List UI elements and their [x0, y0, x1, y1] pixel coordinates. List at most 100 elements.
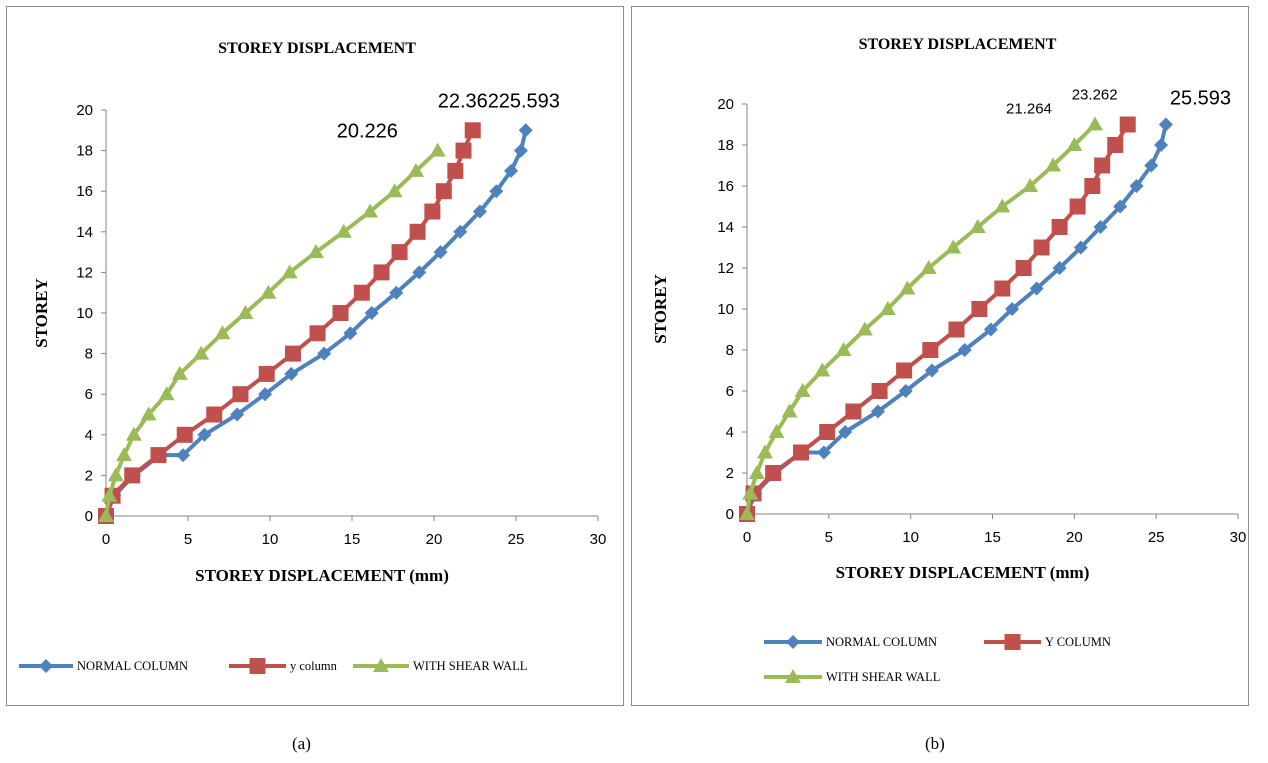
series-triangle	[98, 142, 446, 522]
data-point	[281, 264, 298, 279]
data-point	[879, 301, 896, 315]
y-tick-label: 8	[85, 346, 93, 363]
data-point	[433, 245, 448, 260]
data-point	[472, 204, 487, 219]
data-point	[124, 467, 141, 484]
data-point	[739, 506, 755, 520]
data-point	[412, 265, 427, 280]
data-point	[453, 224, 468, 239]
data-point	[447, 162, 464, 179]
y-tick-label: 2	[85, 467, 93, 484]
x-tick-label: 10	[902, 529, 919, 546]
data-point	[768, 424, 785, 438]
x-axis-label: STOREY DISPLACEMENT (mm)	[195, 566, 449, 585]
data-point	[957, 343, 972, 357]
legend-label: y column	[290, 659, 338, 673]
data-point	[1045, 157, 1062, 172]
x-tick-label: 0	[743, 529, 751, 546]
data-point	[150, 447, 167, 464]
data-point	[1129, 179, 1144, 193]
data-point	[835, 342, 852, 356]
y-tick-label: 8	[726, 342, 734, 359]
data-point	[107, 467, 124, 482]
data-point	[176, 426, 193, 443]
x-tick-label: 5	[825, 529, 833, 546]
data-point	[870, 404, 885, 419]
data-point	[924, 363, 939, 378]
data-point	[1158, 117, 1173, 132]
y-tick-label: 12	[717, 260, 734, 277]
series-line	[104, 129, 528, 517]
data-point	[856, 321, 873, 336]
data-point	[504, 163, 519, 178]
y-axis-label: STOREY	[651, 274, 670, 344]
data-point	[1119, 116, 1136, 133]
data-point	[969, 219, 986, 233]
x-tick-label: 25	[1148, 529, 1165, 546]
data-point	[920, 260, 937, 274]
legend-swatch-marker	[786, 635, 800, 649]
legend-label: WITH SHEAR WALL	[413, 659, 527, 673]
data-point	[948, 321, 965, 338]
data-label: 23.262	[1072, 87, 1118, 104]
x-tick-label: 20	[426, 531, 443, 548]
data-point	[455, 142, 472, 159]
data-point	[1144, 158, 1159, 173]
data-point	[1094, 157, 1111, 174]
y-tick-label: 0	[726, 506, 734, 523]
y-tick-label: 18	[76, 143, 93, 160]
legend-item: WITH SHEAR WALL	[353, 658, 527, 673]
y-tick-label: 20	[76, 102, 93, 119]
series-triangle	[739, 116, 1104, 520]
chart-b-svg: STOREY DISPLACEMENT 0 2 4 6 8 10 12 14 16 18 20 0 5 10…	[651, 36, 1247, 684]
data-point	[317, 346, 332, 361]
data-point	[284, 345, 301, 362]
y-tick-label: 16	[717, 178, 734, 195]
y-tick-label: 14	[76, 224, 93, 241]
y-tick-label: 14	[717, 219, 734, 236]
chart-title: STOREY DISPLACEMENT	[218, 40, 416, 57]
y-axis-label: STOREY	[32, 278, 51, 348]
data-point	[193, 345, 210, 360]
y-tick-label: 0	[85, 508, 93, 525]
legend-item: NORMAL COLUMN	[19, 659, 188, 673]
data-point	[971, 301, 988, 317]
y-tick-label: 18	[717, 137, 734, 154]
y-tick-label: 2	[726, 465, 734, 482]
data-point	[518, 123, 533, 138]
data-point	[386, 183, 403, 198]
data-point	[1084, 178, 1101, 194]
y-tick-label: 6	[726, 383, 734, 400]
legend-label: NORMAL COLUMN	[77, 659, 188, 673]
x-tick-label: 30	[1230, 529, 1247, 546]
data-point	[513, 143, 528, 158]
caption-a: (a)	[292, 734, 311, 753]
x-tick-label: 30	[590, 531, 607, 548]
data-point	[781, 403, 798, 418]
chart-title: STOREY DISPLACEMENT	[859, 36, 1057, 53]
data-point	[230, 407, 245, 422]
chart-panel-a: STOREY DISPLACEMENT 0 2 4 6 8 10 12 14 16 18 20 0 5 10…	[6, 6, 624, 706]
y-tick-label: 16	[76, 183, 93, 200]
x-tick-label: 0	[102, 531, 110, 548]
data-point	[101, 487, 118, 502]
data-point	[994, 198, 1011, 213]
x-tick-label: 15	[984, 529, 1001, 546]
y-tick-label: 10	[717, 301, 734, 318]
y-tick-label: 6	[85, 386, 93, 403]
data-point	[983, 322, 998, 337]
data-point	[1107, 137, 1124, 153]
data-point	[765, 465, 782, 481]
data-point	[794, 383, 811, 397]
data-point	[309, 325, 326, 342]
data-point	[742, 485, 759, 500]
data-point	[1113, 199, 1128, 214]
series-square	[98, 122, 481, 524]
x-tick-label: 15	[344, 531, 361, 548]
data-point	[260, 284, 277, 299]
data-point	[429, 142, 446, 157]
series-square	[739, 116, 1136, 522]
legend-swatch-marker	[249, 658, 266, 674]
data-label: 25.593	[499, 90, 560, 112]
data-point	[1087, 116, 1104, 131]
